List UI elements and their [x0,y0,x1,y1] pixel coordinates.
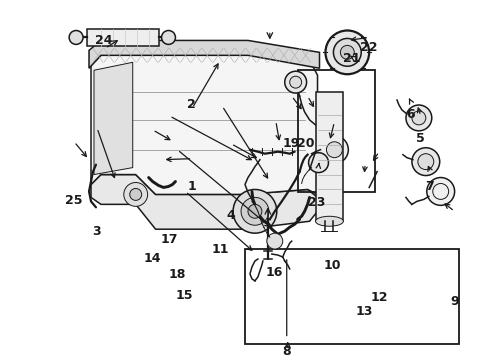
Text: 25: 25 [65,194,82,207]
Circle shape [412,148,440,176]
Text: 24: 24 [95,34,113,47]
Circle shape [69,31,83,44]
Text: 22: 22 [360,41,378,54]
Text: 12: 12 [370,291,388,304]
Circle shape [427,177,455,205]
Text: 13: 13 [356,305,373,318]
Text: 4: 4 [226,209,235,222]
Circle shape [248,204,262,218]
Circle shape [341,45,354,59]
Circle shape [241,197,269,225]
Polygon shape [91,175,318,229]
Circle shape [124,183,147,206]
Text: 6: 6 [406,108,415,121]
Text: 2: 2 [187,98,196,111]
Text: 14: 14 [144,252,161,265]
Bar [316,92,343,221]
Polygon shape [91,50,318,194]
Text: 11: 11 [212,243,229,256]
Text: 9: 9 [450,294,459,308]
Text: 1: 1 [187,180,196,193]
Text: 5: 5 [416,132,425,145]
Circle shape [290,76,302,88]
Circle shape [333,39,361,66]
Circle shape [326,142,343,158]
Text: 18: 18 [168,268,186,281]
Circle shape [309,153,328,172]
Text: 10: 10 [324,259,342,272]
Bar [245,249,459,344]
Bar [87,28,159,46]
Ellipse shape [316,216,343,226]
Circle shape [162,31,175,44]
Circle shape [418,154,434,170]
Circle shape [406,105,432,131]
Text: 8: 8 [282,345,291,358]
Text: 15: 15 [175,289,193,302]
Bar [297,71,375,192]
Text: 17: 17 [161,233,178,246]
Circle shape [285,71,307,93]
Circle shape [325,31,369,74]
Polygon shape [89,40,319,68]
Text: 7: 7 [426,180,434,193]
Text: 20: 20 [297,137,315,150]
Circle shape [320,136,348,164]
Text: 19: 19 [283,137,300,150]
Text: 3: 3 [92,225,101,238]
Circle shape [267,233,283,249]
Polygon shape [94,62,133,175]
Text: 23: 23 [308,196,326,209]
Circle shape [130,189,142,201]
Text: 16: 16 [266,266,283,279]
Circle shape [412,111,426,125]
Circle shape [233,189,277,233]
Text: 21: 21 [343,52,361,65]
